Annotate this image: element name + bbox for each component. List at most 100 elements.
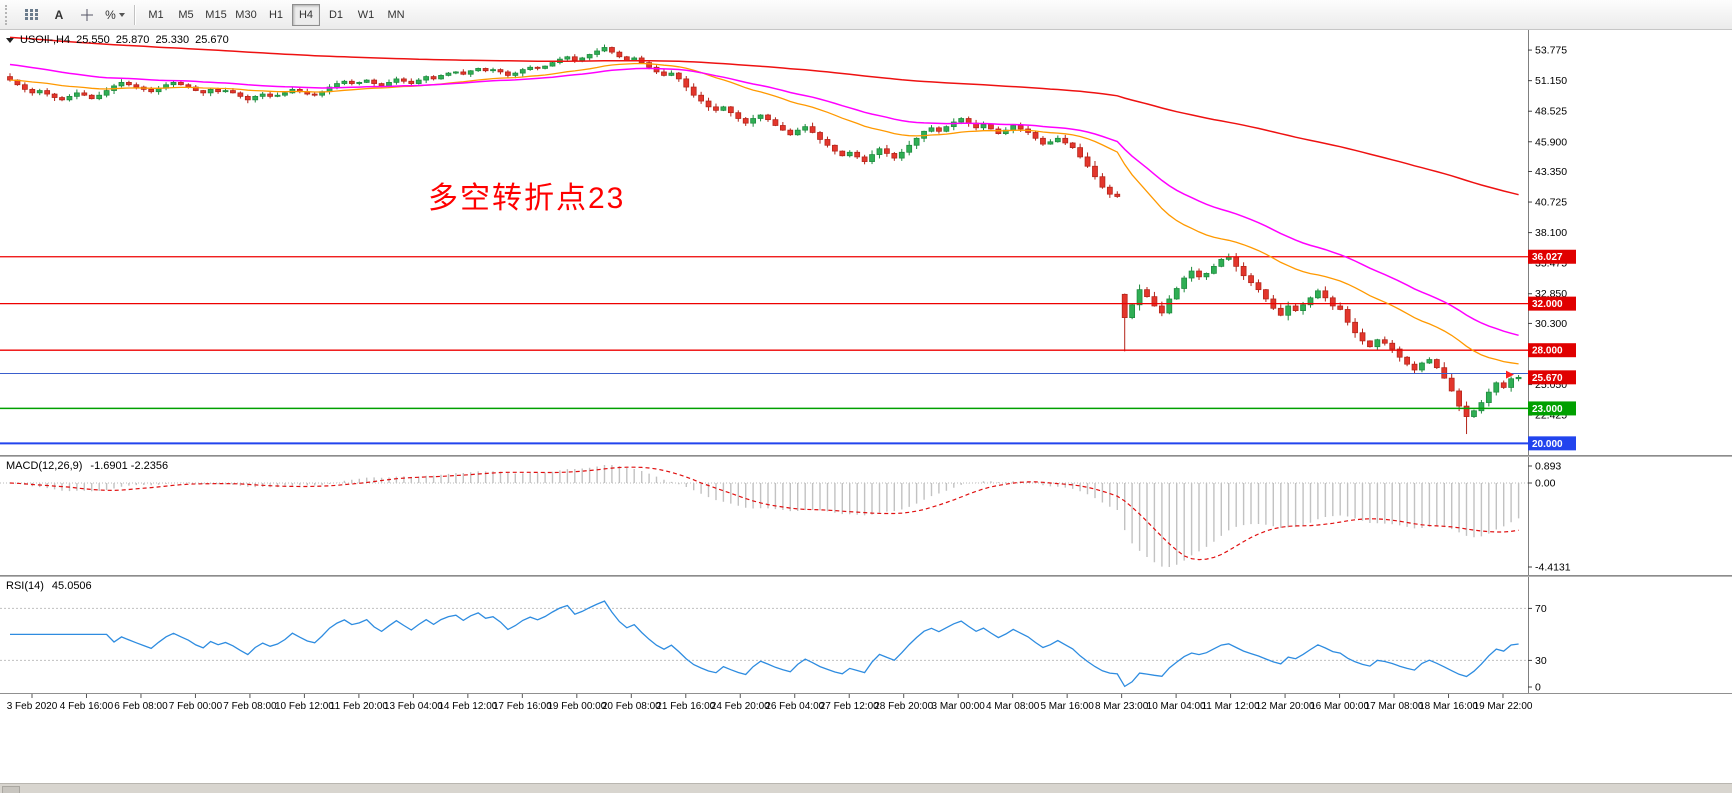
timeframe-m30[interactable]: M30: [235, 8, 257, 21]
svg-text:17 Feb 16:00: 17 Feb 16:00: [493, 701, 552, 712]
svg-text:6 Feb 08:00: 6 Feb 08:00: [114, 701, 168, 712]
svg-text:16 Mar 00:00: 16 Mar 00:00: [1310, 701, 1369, 712]
grid-icon: [24, 9, 38, 20]
svg-text:14 Feb 12:00: 14 Feb 12:00: [438, 701, 497, 712]
svg-text:3 Mar 00:00: 3 Mar 00:00: [931, 701, 985, 712]
panel-splitter[interactable]: [0, 455, 1732, 457]
svg-text:45.900: 45.900: [1535, 136, 1567, 148]
svg-text:30.300: 30.300: [1535, 318, 1567, 330]
macd-title: MACD(12,26,9): [6, 460, 83, 472]
svg-text:21 Feb 16:00: 21 Feb 16:00: [656, 701, 715, 712]
svg-text:19 Mar 22:00: 19 Mar 22:00: [1474, 701, 1533, 712]
scrollbar-handle[interactable]: [2, 786, 20, 793]
svg-text:32.000: 32.000: [1532, 299, 1563, 310]
bar-low: 25.330: [155, 34, 190, 46]
toolbar-gripper[interactable]: [5, 4, 11, 25]
svg-text:0.893: 0.893: [1535, 461, 1561, 473]
timeframe-m15[interactable]: M15: [205, 8, 227, 21]
svg-text:28 Feb 20:00: 28 Feb 20:00: [874, 701, 933, 712]
panel-splitter[interactable]: [0, 575, 1732, 577]
window-footer: [0, 715, 1732, 783]
macd-label: MACD(12,26,9) -1.6901 -2.2356: [6, 460, 168, 472]
rsi-label: RSI(14) 45.0506: [6, 580, 92, 592]
timeframe-m5[interactable]: M5: [178, 8, 194, 21]
price-tags: 36.027 32.000 28.000 25.670 23.000 20.000: [1528, 249, 1576, 451]
svg-text:10 Mar 04:00: 10 Mar 04:00: [1147, 701, 1206, 712]
svg-text:27 Feb 12:00: 27 Feb 12:00: [820, 701, 879, 712]
svg-text:19 Feb 00:00: 19 Feb 00:00: [547, 701, 606, 712]
svg-text:51.150: 51.150: [1535, 75, 1567, 87]
timeframe-mn[interactable]: MN: [387, 8, 405, 21]
svg-text:20 Feb 08:00: 20 Feb 08:00: [602, 701, 661, 712]
svg-text:7 Feb 00:00: 7 Feb 00:00: [169, 701, 223, 712]
bar-close: 25.670: [195, 34, 229, 46]
svg-text:38.100: 38.100: [1535, 227, 1567, 239]
svg-text:3 Feb 2020: 3 Feb 2020: [7, 701, 58, 712]
price-chart-panel[interactable]: 53.775 51.150 48.525 45.900 43.350 40.725 38.1…: [0, 30, 1732, 455]
price-scale-labels: 53.775 51.150 48.525 45.900 43.350 40.725 38.1…: [1528, 45, 1567, 422]
toolbar: A % M1 M5 M15 M30 H1 H4 D1 W1 MN: [0, 0, 1732, 30]
timeframe-h1[interactable]: H1: [268, 8, 284, 21]
svg-text:8 Mar 23:00: 8 Mar 23:00: [1095, 701, 1149, 712]
price-chart-canvas[interactable]: 53.775 51.150 48.525 45.900 43.350 40.725 38.1…: [0, 30, 1732, 455]
crosshair-icon: [81, 8, 93, 21]
svg-text:48.525: 48.525: [1535, 106, 1567, 118]
macd-signal-line: [9, 466, 1519, 561]
timeframe-bar: M1 M5 M15 M30 H1 H4 D1 W1 MN: [141, 3, 411, 26]
macd-values: -1.6901 -2.2356: [90, 460, 169, 472]
timeframe-w1[interactable]: W1: [357, 8, 375, 21]
svg-text:0.00: 0.00: [1535, 478, 1556, 490]
svg-text:17 Mar 08:00: 17 Mar 08:00: [1365, 701, 1424, 712]
bar-high: 25.870: [115, 34, 150, 46]
rsi-line: [10, 600, 1519, 688]
macd-canvas[interactable]: 0.893 0.00 -4.4131: [0, 457, 1732, 575]
svg-text:18 Mar 16:00: 18 Mar 16:00: [1419, 701, 1478, 712]
svg-text:53.775: 53.775: [1535, 45, 1567, 57]
svg-text:-4.4131: -4.4131: [1535, 562, 1571, 574]
collapse-triangle-icon[interactable]: [6, 37, 14, 43]
svg-text:25.670: 25.670: [1532, 373, 1563, 384]
svg-text:30: 30: [1535, 655, 1547, 667]
rsi-canvas[interactable]: 70 30 0: [0, 577, 1732, 693]
time-axis-canvas: 3 Feb 2020 4 Feb 16:00 6 Feb 08:00 7 Feb 00…: [7, 694, 1533, 712]
timeframe-m1[interactable]: M1: [148, 8, 164, 21]
chart-text-annotation: 多空转折点23: [428, 182, 626, 215]
percent-tool-button[interactable]: %: [102, 3, 128, 27]
horizontal-lines-layer: [0, 256, 1528, 445]
timeframe-h4[interactable]: H4: [292, 3, 320, 26]
crosshair-tool-button[interactable]: [74, 3, 100, 27]
svg-text:28.000: 28.000: [1532, 346, 1563, 357]
svg-text:12 Mar 20:00: 12 Mar 20:00: [1256, 701, 1315, 712]
svg-text:10 Feb 12:00: 10 Feb 12:00: [275, 701, 334, 712]
svg-text:24 Feb 20:00: 24 Feb 20:00: [711, 701, 770, 712]
svg-text:7 Feb 08:00: 7 Feb 08:00: [223, 701, 277, 712]
text-tool-label: A: [54, 7, 64, 22]
rsi-panel[interactable]: 70 30 0 RSI(14) 45.0506: [0, 577, 1732, 693]
caret-down-icon: [118, 12, 125, 17]
svg-text:40.725: 40.725: [1535, 197, 1567, 209]
macd-histogram: [16, 465, 1520, 567]
svg-text:4 Mar 08:00: 4 Mar 08:00: [986, 701, 1040, 712]
toolbar-separator: [134, 4, 136, 25]
timeframe-d1[interactable]: D1: [328, 8, 344, 21]
window-bottom-edge: [0, 783, 1732, 793]
svg-text:20.000: 20.000: [1532, 439, 1563, 450]
svg-text:70: 70: [1535, 603, 1547, 615]
text-tool-button[interactable]: A: [46, 3, 72, 27]
time-axis[interactable]: 3 Feb 2020 4 Feb 16:00 6 Feb 08:00 7 Feb 00…: [0, 693, 1732, 715]
symbol-ohlc-bar: USOIl-,H4 25.550 25.870 25.330 25.670: [6, 34, 229, 46]
svg-text:11 Mar 12:00: 11 Mar 12:00: [1201, 701, 1260, 712]
svg-text:5 Mar 16:00: 5 Mar 16:00: [1040, 701, 1094, 712]
price-arrow-marker: [1506, 370, 1514, 379]
macd-panel[interactable]: 0.893 0.00 -4.4131 MACD(12,26,9) -1.6901 -…: [0, 457, 1732, 575]
bar-open: 25.550: [76, 34, 110, 46]
svg-text:26 Feb 04:00: 26 Feb 04:00: [765, 701, 824, 712]
svg-text:4 Feb 16:00: 4 Feb 16:00: [60, 701, 114, 712]
svg-text:36.027: 36.027: [1532, 252, 1563, 263]
rsi-title: RSI(14): [6, 580, 44, 592]
svg-text:13 Feb 04:00: 13 Feb 04:00: [384, 701, 443, 712]
percent-tool-label: %: [105, 7, 116, 22]
svg-text:23.000: 23.000: [1532, 404, 1563, 415]
grid-tool-button[interactable]: [18, 3, 44, 27]
